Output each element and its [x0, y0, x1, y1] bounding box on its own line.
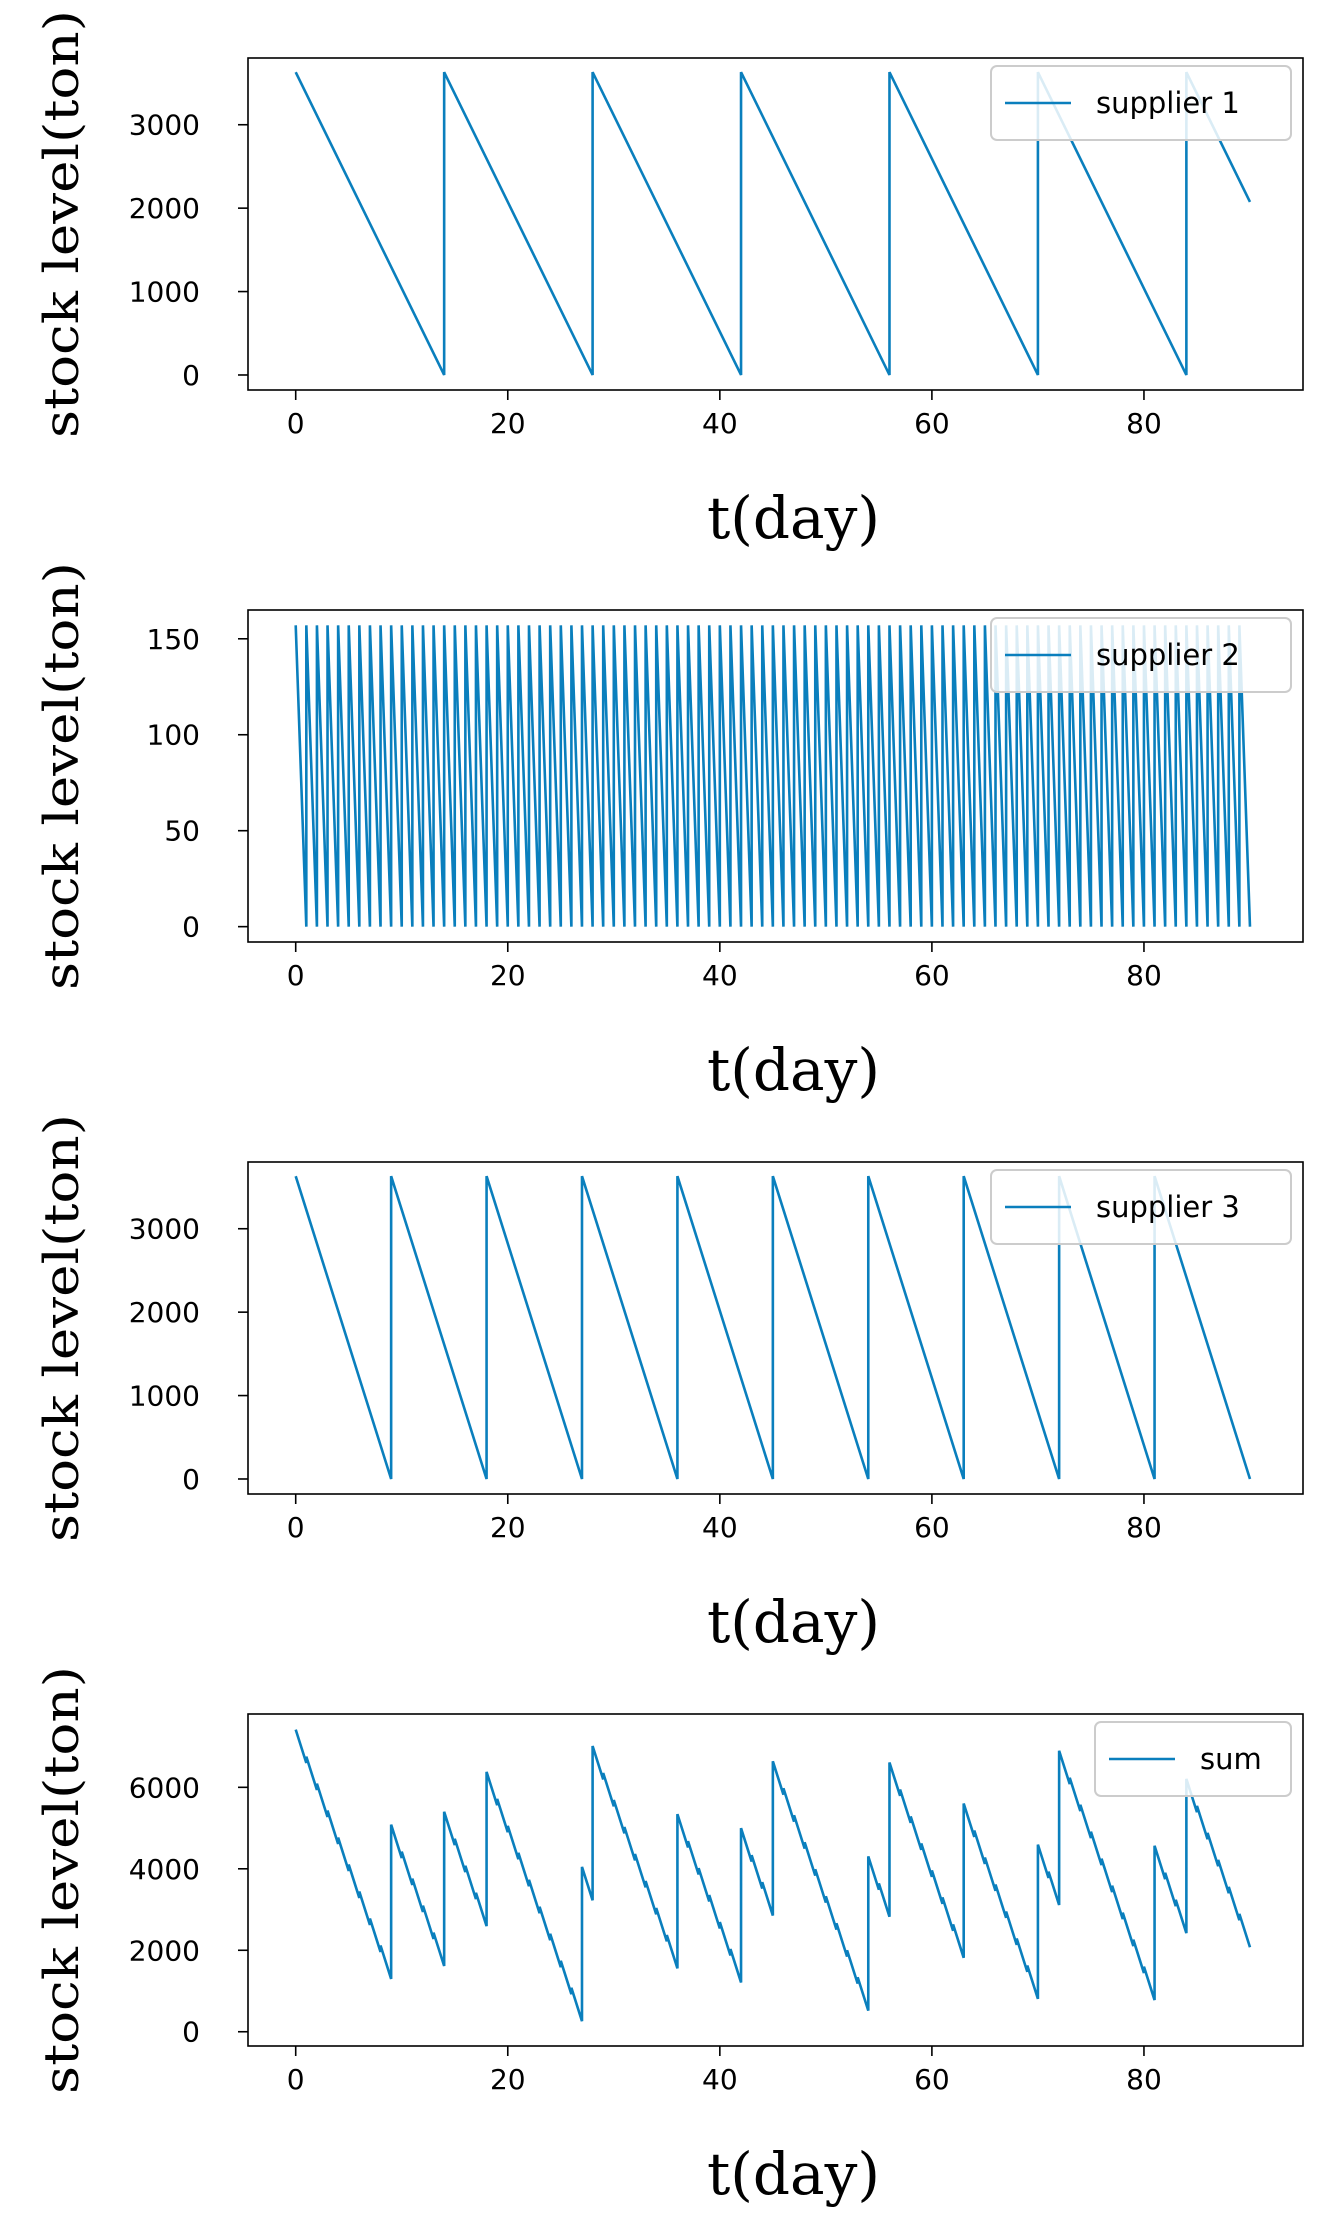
x-tick-label: 20	[490, 1511, 526, 1544]
x-tick-label: 20	[490, 407, 526, 440]
series-line-supplier-1	[294, 71, 1252, 376]
y-tick-label: 0	[182, 359, 200, 392]
y-axis-title: stock level(ton)	[34, 562, 90, 990]
x-tick-label: 60	[914, 1511, 950, 1544]
chart-panel-supplier-3: 0 20 40 60 80 0 1000 2000 3000 t(day) stock level(…	[0, 1104, 1326, 1664]
x-tick-label: 60	[914, 2063, 950, 2096]
x-tick-label: 80	[1126, 959, 1162, 992]
x-tick-label: 80	[1126, 1511, 1162, 1544]
legend: sum	[1094, 1721, 1292, 1797]
chart-supplier-3: 0 20 40 60 80 0 1000 2000 3000 t(day) stock level(…	[34, 1114, 1304, 1656]
y-tick-label: 6000	[129, 1771, 200, 1804]
legend-label: supplier 1	[1096, 86, 1240, 120]
y-axis-title: stock level(ton)	[34, 10, 90, 438]
chart-sum: 0 20 40 60 80 0 2000 4000 6000 t(day) stock level(…	[34, 1666, 1304, 2208]
plot-frame	[247, 609, 1304, 943]
y-tick-label: 3000	[129, 1213, 200, 1246]
y-tick-label: 100	[147, 719, 200, 752]
series-line-sum	[294, 1729, 1252, 2022]
x-tick-label: 60	[914, 959, 950, 992]
x-tick-label: 0	[287, 407, 305, 440]
y-tick-label: 1000	[129, 1380, 200, 1413]
legend: supplier 1	[990, 65, 1292, 141]
x-axis-title: t(day)	[707, 484, 880, 552]
x-tick-label: 60	[914, 407, 950, 440]
x-tick-label: 20	[490, 959, 526, 992]
legend: supplier 3	[990, 1169, 1292, 1245]
legend-box	[990, 65, 1292, 141]
legend: supplier 2	[990, 617, 1292, 693]
y-tick-label: 150	[147, 623, 200, 656]
y-tick-label: 1000	[129, 276, 200, 309]
x-tick-label: 40	[702, 959, 738, 992]
x-tick-label: 0	[287, 2063, 305, 2096]
x-axis-title: t(day)	[707, 1588, 880, 1656]
y-axis-title: stock level(ton)	[34, 1666, 90, 2094]
y-tick-label: 2000	[129, 1296, 200, 1329]
y-tick-label: 0	[182, 1463, 200, 1496]
x-tick-label: 20	[490, 2063, 526, 2096]
x-tick-label: 40	[702, 2063, 738, 2096]
y-tick-label: 2000	[129, 1934, 200, 1967]
chart-supplier-2: 0 20 40 60 80 0 50 100 150 t(day) stock level(ton)…	[34, 562, 1304, 1104]
legend-label: supplier 3	[1096, 1190, 1240, 1224]
y-tick-label: 2000	[129, 192, 200, 225]
y-axis-title: stock level(ton)	[34, 1114, 90, 1542]
x-tick-label: 0	[287, 959, 305, 992]
legend-label: supplier 2	[1096, 638, 1240, 672]
plot-frame	[247, 57, 1304, 391]
chart-supplier-1: 0 20 40 60 80 0 1000 2000 3000 t(day) stock level(…	[34, 10, 1304, 552]
x-tick-label: 40	[702, 407, 738, 440]
y-tick-label: 3000	[129, 109, 200, 142]
x-axis-title: t(day)	[707, 2140, 880, 2208]
y-tick-label: 50	[164, 815, 200, 848]
y-tick-label: 0	[182, 911, 200, 944]
chart-panel-sum: 0 20 40 60 80 0 2000 4000 6000 t(day) stock level(…	[0, 1656, 1326, 2216]
plot-frame	[247, 1161, 1304, 1495]
x-axis-title: t(day)	[707, 1036, 880, 1104]
legend-box	[1094, 1721, 1292, 1797]
y-tick-label: 4000	[129, 1853, 200, 1886]
legend-box	[990, 1169, 1292, 1245]
legend-box	[990, 617, 1292, 693]
y-tick-label: 0	[182, 2016, 200, 2049]
legend-label: sum	[1200, 1742, 1262, 1776]
chart-panel-supplier-2: 0 20 40 60 80 0 50 100 150 t(day) stock level(ton)…	[0, 552, 1326, 1112]
series-line-supplier-2	[294, 625, 1252, 927]
x-tick-label: 80	[1126, 407, 1162, 440]
x-tick-label: 80	[1126, 2063, 1162, 2096]
chart-panel-supplier-1: 0 20 40 60 80 0 1000 2000 3000 t(day) stock level(…	[0, 0, 1326, 560]
x-tick-label: 0	[287, 1511, 305, 1544]
x-tick-label: 40	[702, 1511, 738, 1544]
plot-frame	[247, 1713, 1304, 2047]
